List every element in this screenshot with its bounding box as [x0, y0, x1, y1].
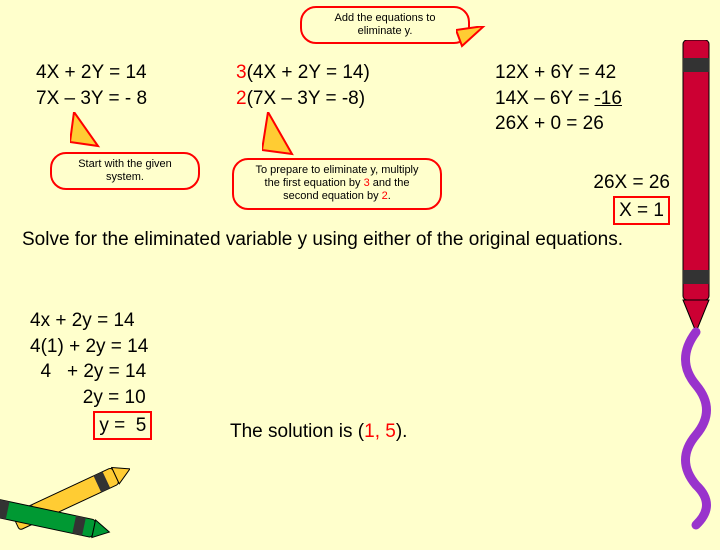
solve-step: 4(1) + 2y = 14 — [30, 334, 152, 360]
solve-instruction: Solve for the eliminated variable y usin… — [22, 228, 682, 253]
callout-text: system. — [62, 171, 188, 184]
equation-line: 12X + 6Y = 42 — [495, 60, 622, 86]
callout-start-system: Start with the given system. — [50, 152, 200, 190]
solve-step: 4 + 2y = 14 — [30, 359, 152, 385]
crayon-squiggle-icon — [665, 40, 720, 530]
equation-block-expanded: 12X + 6Y = 42 14X – 6Y = -16 26X + 0 = 2… — [495, 60, 622, 137]
equation-block-original: 4X + 2Y = 14 7X – 3Y = - 8 — [36, 60, 147, 111]
callout-text: Start with the given — [62, 158, 188, 171]
callout-pointer-icon — [262, 112, 296, 160]
callout-text: second equation by 2. — [244, 190, 430, 203]
callout-pointer-icon — [70, 112, 104, 152]
equation-line: 26X = 26 — [500, 170, 670, 196]
callout-prepare-eliminate: To prepare to eliminate y, multiply the … — [232, 158, 442, 210]
equation-line: 2(7X – 3Y = -8) — [236, 86, 370, 112]
callout-text: Add the equations to — [312, 12, 458, 25]
equation-line: 14X – 6Y = -16 — [495, 86, 622, 112]
equation-line: 3(4X + 2Y = 14) — [236, 60, 370, 86]
equation-line: 4X + 2Y = 14 — [36, 60, 147, 86]
equation-line: 26X + 0 = 26 — [495, 111, 622, 137]
solution-statement: The solution is (1, 5). — [230, 420, 407, 445]
callout-pointer-icon — [456, 26, 486, 52]
equation-line: X = 1 — [613, 196, 670, 226]
callout-text: To prepare to eliminate y, multiply — [244, 164, 430, 177]
callout-add-equations: Add the equations to eliminate y. — [300, 6, 470, 44]
callout-text: eliminate y. — [312, 25, 458, 38]
equation-block-multiply: 3(4X + 2Y = 14) 2(7X – 3Y = -8) — [236, 60, 370, 111]
crayons-decoration-icon — [0, 400, 130, 550]
equation-line: 7X – 3Y = - 8 — [36, 86, 147, 112]
callout-text: the first equation by 3 and the — [244, 177, 430, 190]
solve-step: 4x + 2y = 14 — [30, 308, 152, 334]
equation-block-solve-x: 26X = 26 X = 1 — [500, 170, 670, 225]
